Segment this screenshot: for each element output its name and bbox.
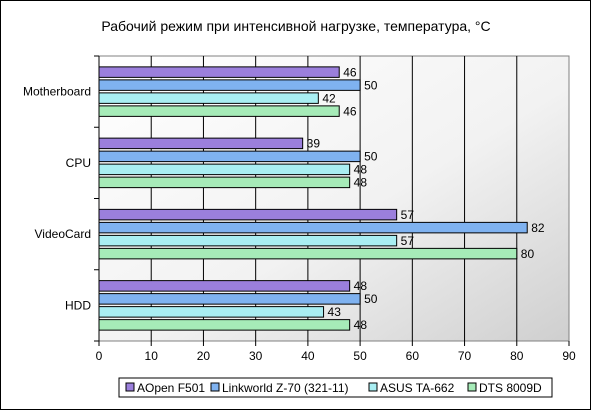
bar: [98, 150, 361, 163]
bar: [98, 306, 325, 318]
x-tick-label: 50: [353, 349, 367, 363]
bar: [98, 137, 304, 150]
data-label: 48: [354, 279, 368, 293]
bar: [98, 247, 518, 260]
data-label: 82: [531, 221, 545, 235]
legend-swatch: [368, 382, 378, 392]
x-tick-label: 30: [249, 349, 263, 363]
x-tick-label: 70: [458, 349, 472, 363]
legend-label: AOpen F501: [137, 381, 205, 395]
data-label: 80: [521, 247, 535, 261]
y-category-label: HDD: [65, 298, 91, 312]
bar: [98, 280, 351, 292]
bar: [98, 105, 340, 117]
legend-swatch: [210, 382, 220, 392]
bar: [98, 293, 361, 305]
x-tick-label: 10: [145, 349, 159, 363]
x-tick-label: 80: [510, 349, 524, 363]
legend-label: ASUS TA-662: [380, 381, 455, 395]
bar: [98, 234, 398, 247]
bar: [98, 79, 361, 91]
legend-label: DTS 8009D: [479, 381, 542, 395]
bar: [98, 319, 351, 331]
data-label: 46: [343, 65, 357, 79]
bar: [98, 66, 340, 78]
chart-title: Рабочий режим при интенсивной нагрузке, …: [101, 18, 490, 34]
data-label: 50: [364, 78, 378, 92]
x-tick-label: 60: [406, 349, 420, 363]
data-label: 50: [364, 292, 378, 306]
legend-swatch: [125, 382, 135, 392]
bar: [98, 92, 319, 104]
y-category-label: CPU: [66, 156, 91, 170]
data-label: 50: [364, 150, 378, 164]
legend: AOpen F501 Linkworld Z-70 (321-11) ASUS TA…: [118, 377, 553, 398]
x-tick-label: 40: [301, 349, 315, 363]
y-category-label: Motherboard: [23, 85, 91, 99]
bar: [98, 176, 351, 189]
data-label: 48: [354, 318, 368, 332]
legend-label: Linkworld Z-70 (321-11): [222, 381, 349, 395]
data-label: 57: [401, 208, 415, 222]
data-label: 43: [328, 305, 342, 319]
x-tick-label: 20: [197, 349, 211, 363]
data-label: 42: [322, 91, 336, 105]
bar: [98, 163, 351, 176]
legend-box: [118, 377, 553, 398]
data-label: 48: [354, 163, 368, 177]
axes: 0 10 20 30 40 50 60 70 80 90 Motherboard CPU VideoCa…: [23, 55, 576, 363]
data-label: 48: [354, 176, 368, 190]
x-tick-label: 90: [562, 349, 576, 363]
data-label: 57: [401, 234, 415, 248]
bar: [98, 221, 528, 234]
data-label: 46: [343, 104, 357, 118]
x-tick-label: 0: [96, 349, 103, 363]
legend-swatch: [467, 382, 477, 392]
data-label: 39: [307, 137, 321, 151]
y-category-label: VideoCard: [35, 227, 91, 241]
bar: [98, 208, 398, 221]
